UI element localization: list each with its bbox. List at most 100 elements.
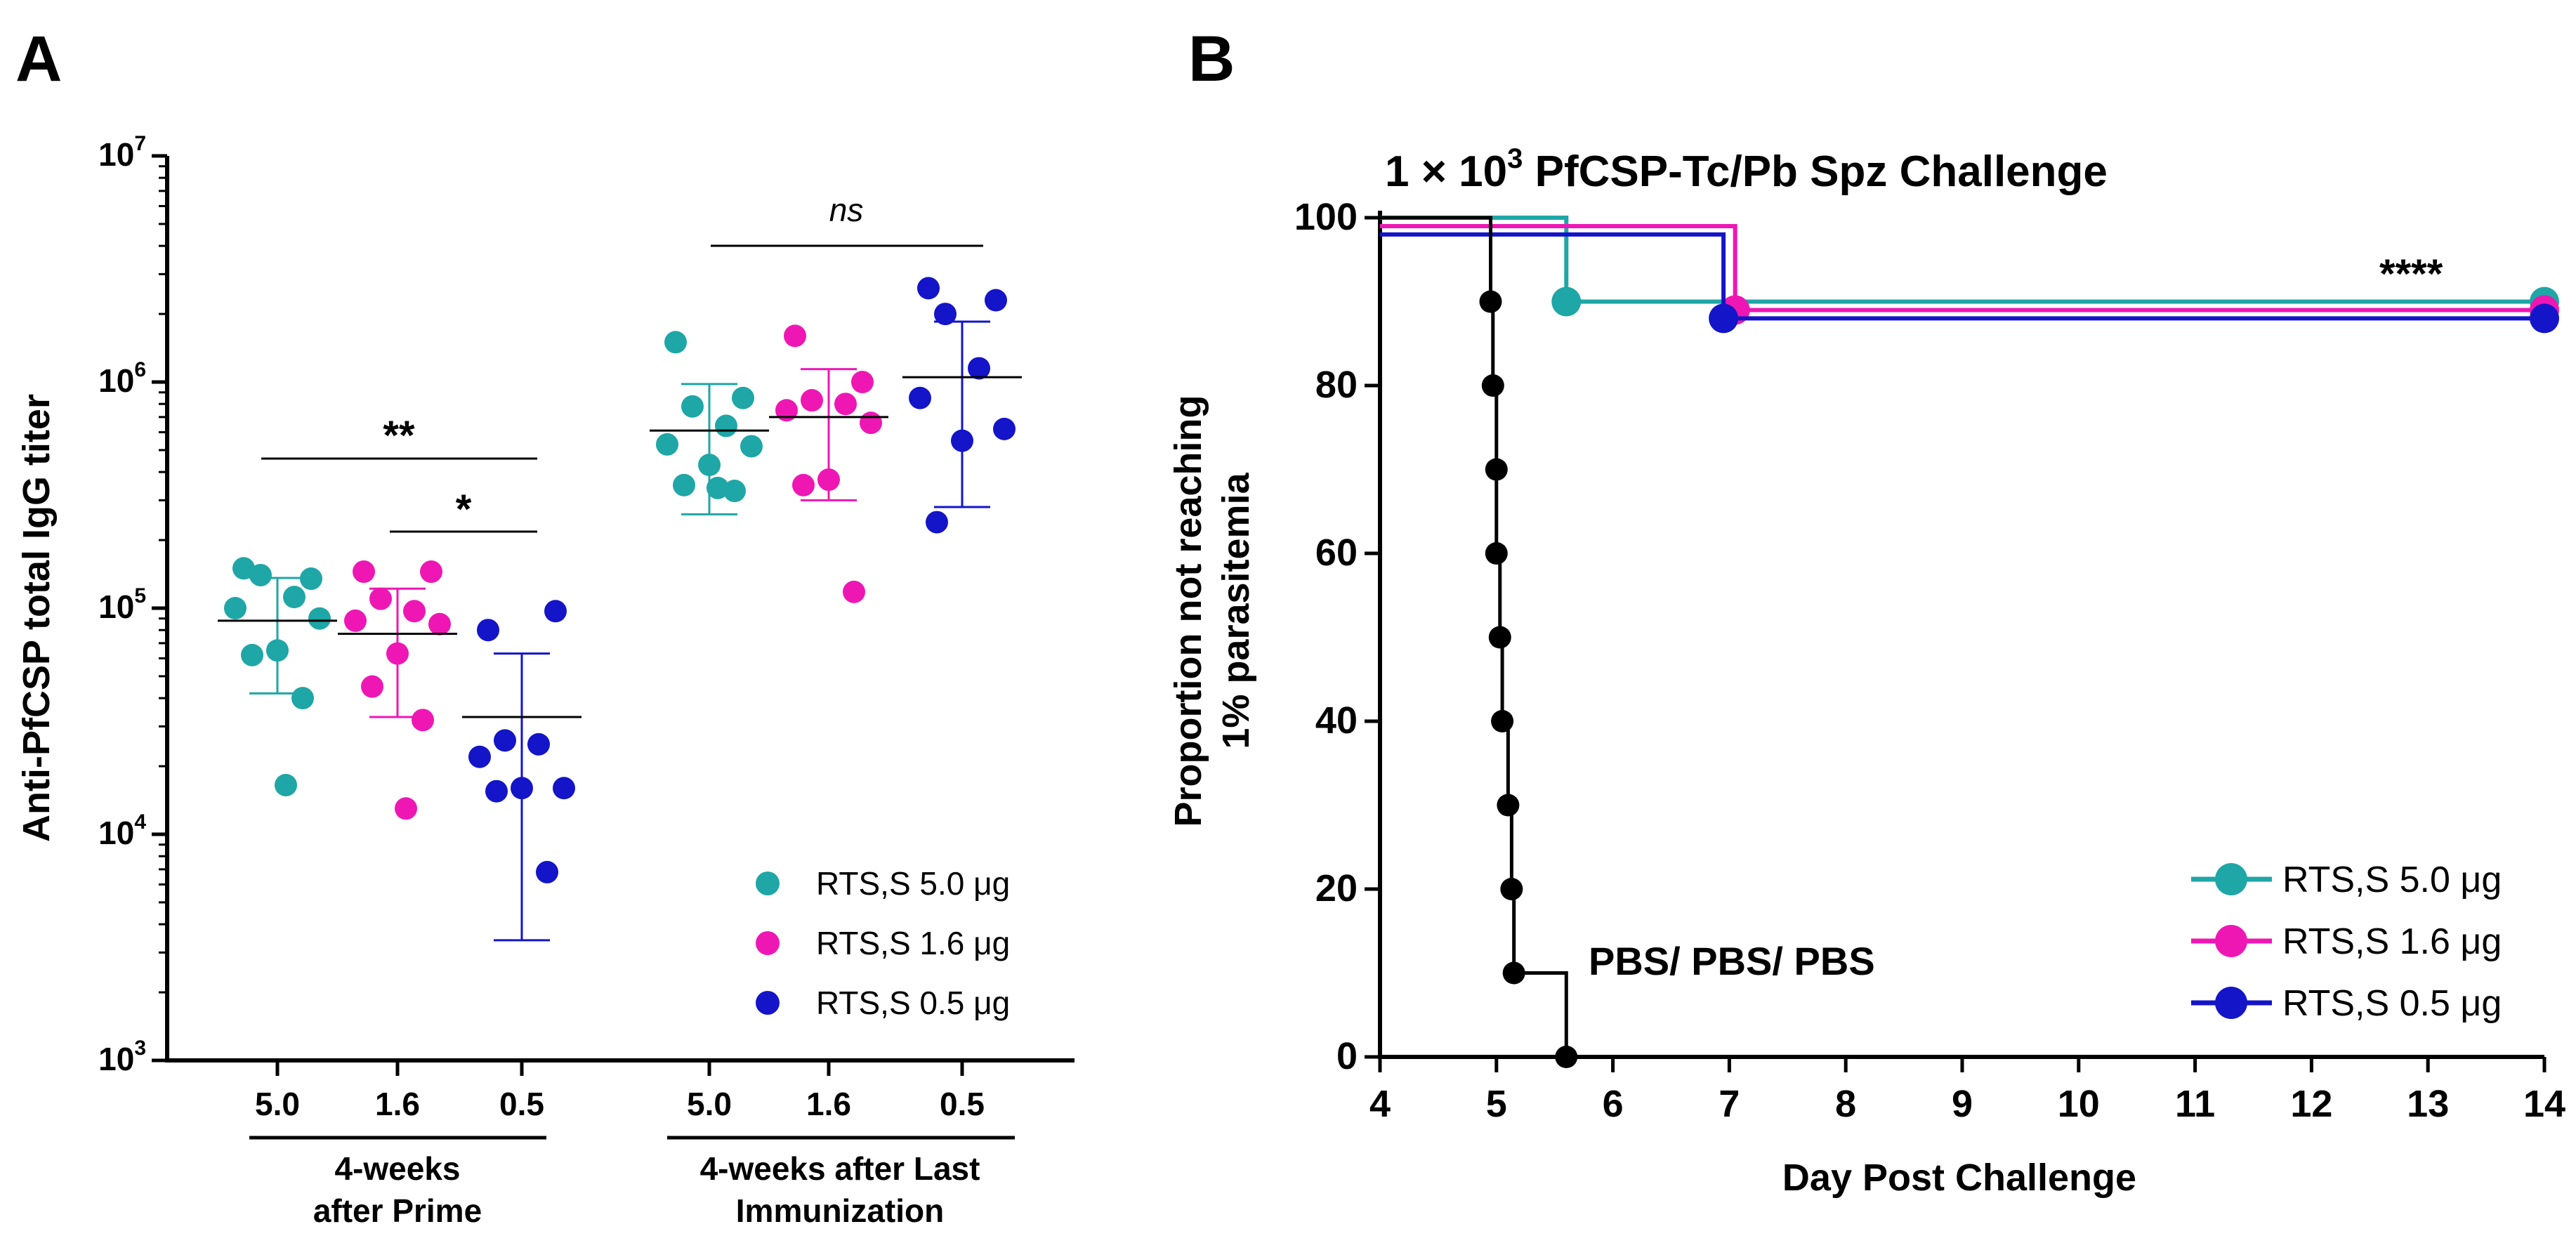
data-point (801, 389, 823, 412)
panel-a: A Anti-PfCSP total IgG titer 10310410510… (15, 23, 1075, 1229)
data-point (792, 473, 815, 496)
data-point (698, 454, 721, 477)
y-tick-label: 0 (1336, 1035, 1358, 1077)
x-tick-label: 8 (1835, 1083, 1856, 1125)
data-point (536, 860, 558, 883)
data-point (926, 511, 948, 534)
panel-b-survival-lines (1380, 216, 2559, 1068)
data-point (412, 709, 434, 732)
data-point (951, 429, 973, 452)
legend-a-label-1-6: RTS,S 1.6 μg (816, 925, 1010, 961)
data-point (834, 393, 857, 416)
legend-b-label-5-0: RTS,S 5.0 μg (2282, 860, 2502, 900)
legend-b-label-0-5: RTS,S 0.5 μg (2282, 983, 2502, 1024)
panel-b-title-prefix: 1 × 10 (1385, 147, 1507, 196)
data-point (860, 412, 882, 435)
panel-b-x-axis-title: Day Post Challenge (1782, 1157, 2136, 1199)
data-point (291, 687, 314, 710)
data-point (485, 780, 508, 803)
survival-line (1380, 232, 2544, 321)
data-point (275, 773, 297, 796)
survival-marker (1488, 626, 1511, 649)
data-point (386, 642, 409, 665)
group-label-last-line1: 4-weeks after Last (700, 1150, 980, 1187)
data-point (369, 587, 392, 610)
x-tick-label: 11 (2175, 1083, 2215, 1125)
survival-marker (1551, 287, 1582, 317)
sig-double-label: ** (383, 413, 415, 459)
survival-marker (1491, 710, 1514, 732)
pbs-series-label: PBS/ PBS/ PBS (1589, 939, 1875, 983)
sig-single-label: * (456, 487, 472, 532)
data-point (266, 639, 289, 662)
panel-a-significance: ** * ns (261, 192, 983, 533)
data-point (395, 797, 417, 820)
data-point (353, 560, 375, 584)
legend-a-marker-0-5 (756, 991, 780, 1015)
x-tick-label: 5 (1486, 1083, 1507, 1125)
data-point (681, 395, 704, 418)
panel-a-y-ticks: 103 104 105 106 107 (98, 132, 167, 1077)
data-point (224, 597, 247, 619)
y-tick-label: 100 (1294, 196, 1358, 238)
data-point (241, 643, 263, 666)
group-label-prime-line2: after Prime (313, 1192, 482, 1229)
panel-b-sig-label: **** (2379, 251, 2443, 297)
survival-marker (1479, 290, 1502, 313)
legend-a-marker-1-6 (756, 931, 780, 955)
x-tick-label: 1.6 (806, 1086, 851, 1122)
data-point (308, 607, 331, 630)
data-point (851, 371, 874, 393)
data-point (428, 612, 451, 636)
data-point (775, 399, 798, 422)
y-tick-label: 20 (1315, 867, 1358, 909)
x-tick-label: 10 (2058, 1083, 2100, 1125)
group-label-prime-line1: 4-weeks (334, 1150, 460, 1187)
survival-marker (1500, 878, 1523, 900)
y-tick-label: 103 (98, 1037, 146, 1077)
survival-marker (1502, 961, 1525, 985)
survival-line (1380, 216, 1568, 1057)
data-point (403, 600, 426, 623)
data-point (544, 600, 567, 623)
panel-b-x-ticks: 4 5 6 7 8 9 10 11 12 13 14 (1369, 1057, 2565, 1125)
x-tick-label: 14 (2523, 1083, 2565, 1125)
x-tick-label: 7 (1719, 1083, 1740, 1125)
panel-a-x-ticks: 5.0 1.6 0.5 5.0 1.6 0.5 (255, 1060, 985, 1122)
x-tick-label: 5.0 (255, 1086, 300, 1122)
y-tick-label: 107 (98, 132, 146, 173)
x-tick-label: 0.5 (499, 1086, 544, 1122)
panel-a-letter: A (15, 23, 62, 95)
data-point (715, 414, 737, 438)
survival-marker (1481, 374, 1504, 397)
data-point (707, 476, 729, 499)
data-point (494, 729, 516, 752)
panel-b-title: 1 × 103 PfCSP-Tc/Pb Spz Challenge (1385, 143, 2108, 196)
survival-marker (1555, 1046, 1578, 1068)
data-point (673, 473, 695, 496)
panel-b-y-axis-title-line2: 1% parasitemia (1215, 472, 1257, 749)
legend-a-label-5-0: RTS,S 5.0 μg (816, 865, 1010, 902)
panel-a-y-axis-title: Anti-PfCSP total IgG titer (15, 394, 58, 842)
data-point (553, 777, 575, 800)
data-point (468, 745, 491, 768)
x-tick-label: 5.0 (687, 1086, 732, 1122)
data-point (993, 417, 1016, 440)
group-label-last-line2: Immunization (736, 1192, 944, 1229)
panel-b-title-suffix: PfCSP-Tc/Pb Spz Challenge (1523, 147, 2108, 196)
survival-marker (1485, 458, 1508, 481)
data-point (283, 586, 305, 609)
data-point (968, 357, 990, 380)
panel-b-title-exp: 3 (1507, 143, 1523, 174)
x-tick-label: 1.6 (375, 1086, 420, 1122)
legend-a-marker-5-0 (756, 872, 780, 895)
survival-line (1380, 224, 2544, 313)
data-point (249, 563, 272, 586)
legend-b-marker-0-5 (2215, 987, 2247, 1019)
data-point (361, 675, 383, 698)
data-point (985, 289, 1007, 312)
data-point (300, 567, 322, 591)
survival-line (1380, 216, 2544, 304)
data-point (232, 557, 255, 580)
data-point (934, 303, 957, 326)
